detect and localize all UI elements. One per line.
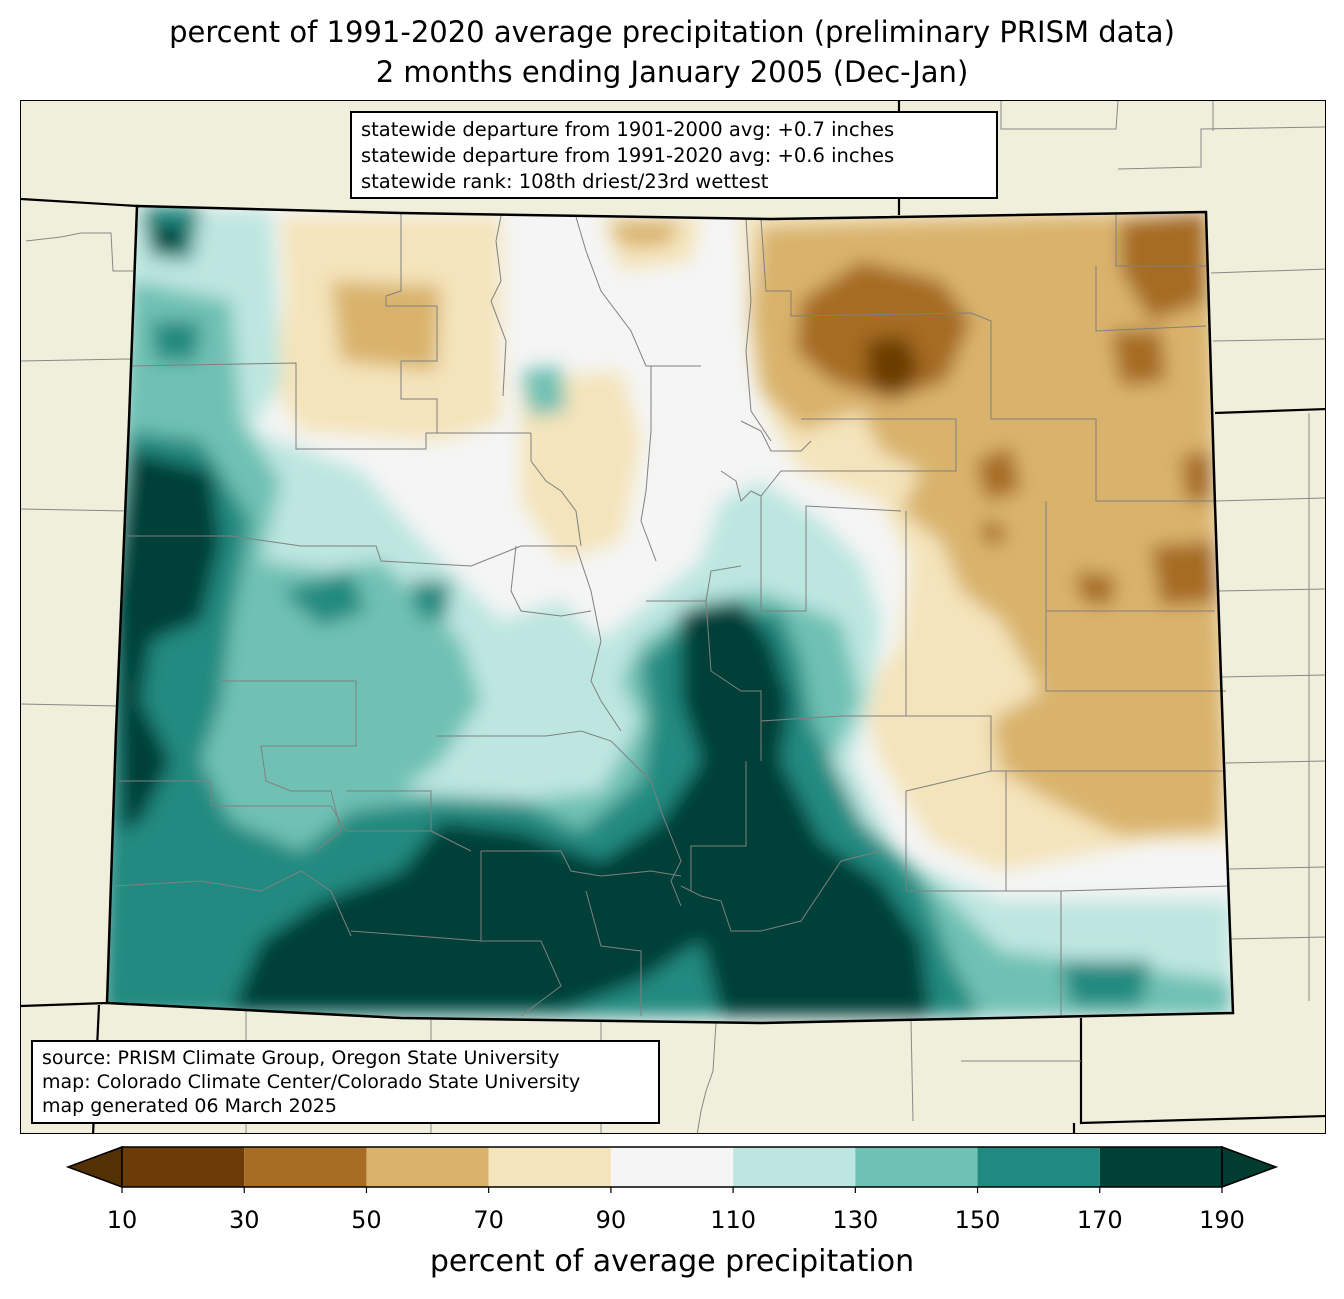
colorbar-segment [733,1147,856,1187]
colorbar-segment [122,1147,245,1187]
colorbar-segment [244,1147,367,1187]
map-title-line-2: 2 months ending January 2005 (Dec-Jan) [375,55,969,89]
colorbar-tick-label: 150 [954,1206,1001,1234]
colorbar-tick-label: 90 [595,1206,627,1234]
colorbar-tick-label: 10 [106,1206,138,1234]
statewide-stats-box: statewide departure from 1901-2000 avg: … [350,111,998,199]
source-map-credit: map: Colorado Climate Center/Colorado St… [42,1071,581,1093]
colorbar-tick-label: 110 [710,1206,757,1234]
colorbar-under-arrow [65,1145,123,1189]
colorbar-segment [977,1147,1100,1187]
colorbar-tick-label: 170 [1076,1206,1123,1234]
colorbar-segment [1099,1147,1222,1187]
colorbar-tick-label: 130 [832,1206,879,1234]
county-lines [115,212,1230,1017]
colorbar-segment [855,1147,978,1187]
precipitation-map [21,101,1325,1133]
colorbar-tick-label: 30 [228,1206,260,1234]
map-frame [20,100,1326,1134]
source-prism: source: PRISM Climate Group, Oregon Stat… [42,1047,560,1069]
colorbar-segments [65,1145,1279,1193]
source-credits-box: source: PRISM Climate Group, Oregon Stat… [31,1040,660,1124]
colorbar-tick-label: 190 [1199,1206,1245,1234]
colorbar-outline [121,1146,1223,1188]
colorbar-segment [610,1147,734,1187]
source-generated-date: map generated 06 March 2025 [42,1095,337,1117]
colorbar-label: percent of average precipitation [429,1244,915,1279]
colorbar-tick-label: 50 [351,1206,382,1234]
colorbar-segment [366,1147,489,1187]
colorbar-over-arrow [1221,1145,1279,1189]
stats-departure-1991-2020: statewide departure from 1991-2020 avg: … [361,144,895,167]
colorbar [65,1145,1279,1193]
stats-departure-1901-2000: statewide departure from 1901-2000 avg: … [361,118,895,141]
stats-rank: statewide rank: 108th driest/23rd wettes… [361,170,769,193]
colorbar-segment [488,1147,611,1187]
colorbar-tick-label: 70 [473,1206,504,1234]
map-title-line-1: percent of 1991-2020 average precipitati… [169,15,1175,49]
precipitation-field [107,206,1233,1023]
outside-county-lines [21,101,1325,1133]
colorado-state-border [105,204,1235,1025]
